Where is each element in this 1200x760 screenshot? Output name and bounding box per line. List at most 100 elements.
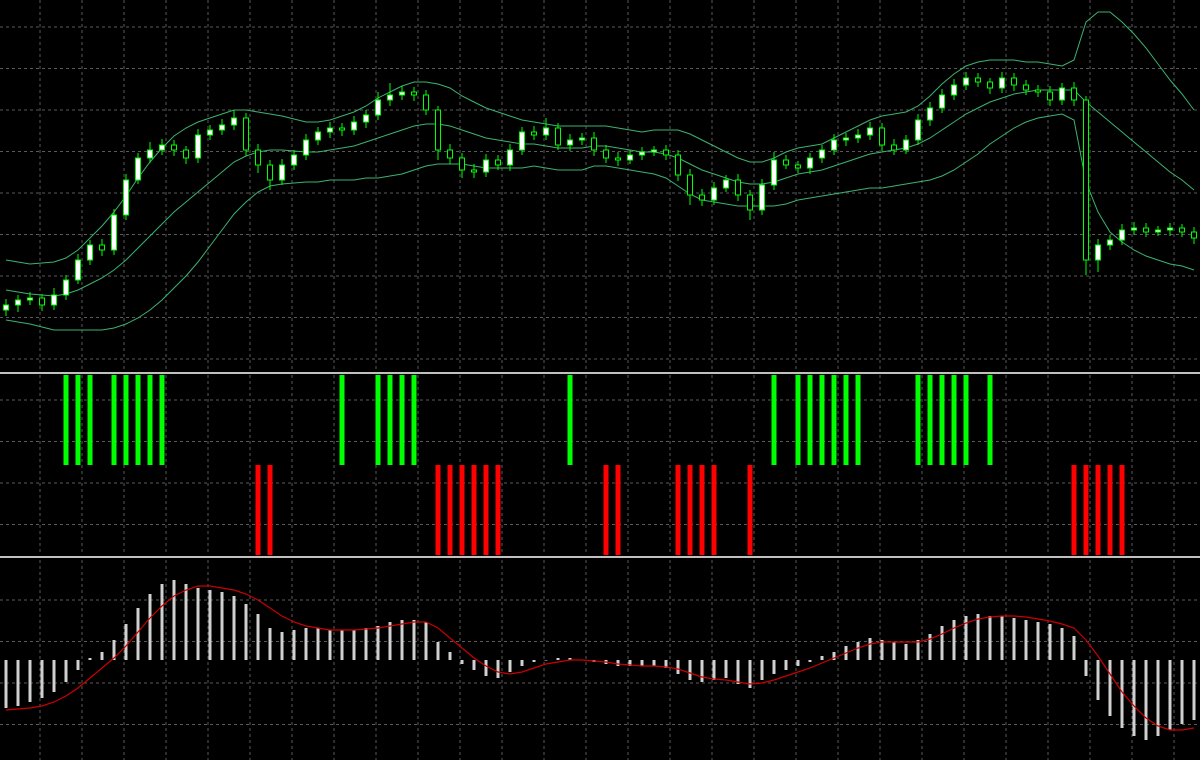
candle-body xyxy=(735,179,741,196)
histogram-bar xyxy=(172,580,176,660)
histogram-bar xyxy=(784,660,788,670)
histogram-bar xyxy=(1144,660,1148,740)
signal-bar xyxy=(567,375,573,465)
histogram-bar xyxy=(436,642,440,660)
signal-bar xyxy=(471,465,477,555)
candle-body xyxy=(1083,99,1089,261)
histogram-bar xyxy=(952,620,956,660)
candle-body xyxy=(231,117,237,126)
histogram-bar xyxy=(1024,620,1028,660)
candle-body xyxy=(1155,229,1161,233)
candle-body xyxy=(711,187,717,201)
histogram-bar xyxy=(556,658,560,660)
signal-bar xyxy=(495,465,501,555)
candle-body xyxy=(627,154,633,161)
candle-body xyxy=(351,121,357,131)
histogram-bar xyxy=(64,660,68,682)
histogram-bar xyxy=(1072,636,1076,660)
signal-bar xyxy=(687,465,693,555)
signal-bar xyxy=(807,375,813,465)
signal-bar xyxy=(111,375,117,465)
candle-body xyxy=(663,149,669,156)
candle-body xyxy=(1059,87,1065,101)
histogram-bar xyxy=(196,588,200,660)
histogram-bar xyxy=(988,616,992,660)
signal-bar xyxy=(843,375,849,465)
candle-body xyxy=(1071,87,1077,101)
histogram-bar xyxy=(124,624,128,660)
signal-bar xyxy=(939,375,945,465)
histogram-bar xyxy=(340,630,344,660)
candle-body xyxy=(363,114,369,123)
histogram-bar xyxy=(280,632,284,660)
candle-body xyxy=(483,159,489,173)
histogram-bar xyxy=(904,644,908,660)
candle-body xyxy=(855,134,861,139)
histogram-bar xyxy=(400,620,404,660)
signal-bar xyxy=(159,375,165,465)
signal-bar xyxy=(1083,465,1089,555)
histogram-bar xyxy=(1132,660,1136,736)
band-line xyxy=(5,113,1195,331)
histogram-bar xyxy=(820,656,824,660)
candle-body xyxy=(867,127,873,136)
histogram-bar xyxy=(376,626,380,660)
candle-body xyxy=(111,214,117,251)
histogram-bar xyxy=(388,622,392,660)
histogram-bar xyxy=(220,592,224,660)
candle-body xyxy=(219,124,225,131)
histogram-bar xyxy=(424,622,428,660)
candle-body xyxy=(987,81,993,89)
histogram-bar xyxy=(964,616,968,660)
histogram-bar xyxy=(268,628,272,660)
histogram-bar xyxy=(976,614,980,660)
candle-body xyxy=(459,157,465,171)
candle-body xyxy=(891,144,897,151)
histogram-bar xyxy=(772,660,776,674)
histogram-bar xyxy=(352,630,356,660)
candle-body xyxy=(123,179,129,216)
histogram-bar xyxy=(1012,618,1016,660)
band-line xyxy=(5,89,1195,297)
signal-bar xyxy=(255,465,261,555)
candle-body xyxy=(291,154,297,166)
candle-body xyxy=(963,77,969,86)
histogram-bar xyxy=(916,640,920,660)
candle-body xyxy=(327,127,333,133)
histogram-bar xyxy=(892,642,896,660)
signal-bar xyxy=(603,465,609,555)
histogram-bar xyxy=(940,626,944,660)
histogram-bar xyxy=(724,660,728,678)
candle-body xyxy=(831,139,837,151)
candle-body xyxy=(1131,227,1137,231)
candle-body xyxy=(423,94,429,111)
candle-body xyxy=(15,299,21,306)
histogram-bar xyxy=(100,652,104,660)
histogram-bar xyxy=(1060,628,1064,660)
candle-body xyxy=(675,154,681,176)
candle-body xyxy=(999,77,1005,89)
signal-bar xyxy=(75,375,81,465)
candle-body xyxy=(747,194,753,211)
candle-body xyxy=(819,149,825,159)
signal-bar xyxy=(915,375,921,465)
histogram-bar xyxy=(448,652,452,660)
signal-bar xyxy=(951,375,957,465)
signal-bar xyxy=(819,375,825,465)
signal-bar xyxy=(483,465,489,555)
signal-bar xyxy=(711,465,717,555)
histogram-bar xyxy=(1180,660,1184,724)
histogram-bar xyxy=(868,638,872,660)
candle-body xyxy=(543,127,549,136)
signal-bar xyxy=(855,375,861,465)
signal-bar xyxy=(1095,465,1101,555)
candle-body xyxy=(507,149,513,166)
band-line xyxy=(5,11,1195,265)
candle-body xyxy=(1023,84,1029,91)
histogram-bar xyxy=(1156,660,1160,736)
candle-body xyxy=(567,139,573,146)
candle-body xyxy=(1191,231,1197,239)
histogram-bar xyxy=(736,660,740,684)
